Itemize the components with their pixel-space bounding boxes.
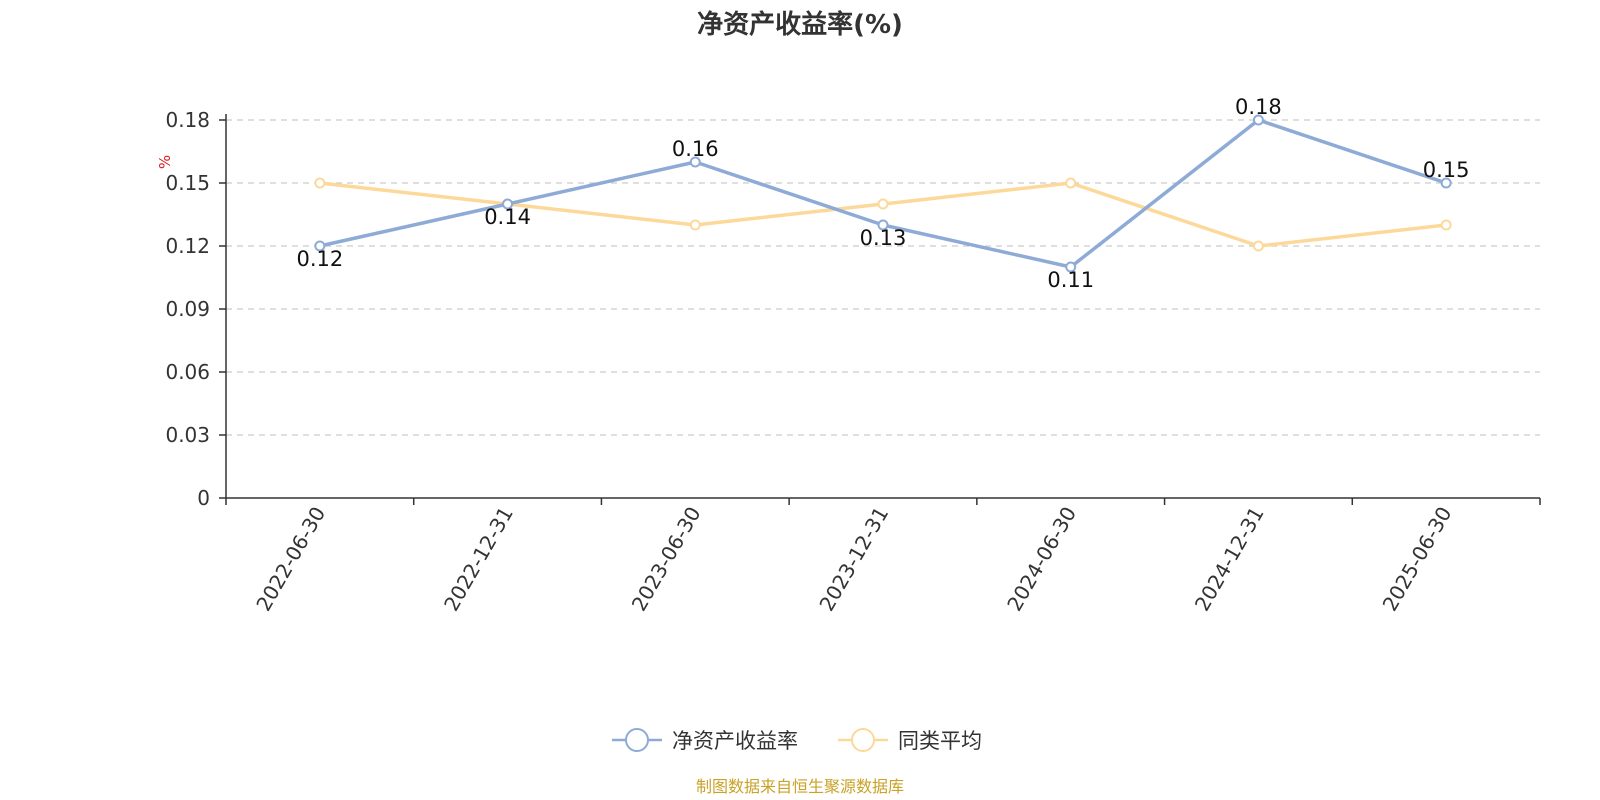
data-point-roe[interactable] [502, 198, 514, 210]
grid-lines [226, 119, 1540, 436]
data-point-roe[interactable] [877, 219, 889, 231]
y-tick-label: 0.03 [165, 423, 210, 447]
legend-item-peer-average[interactable]: 同类平均 [838, 728, 982, 753]
data-point-roe[interactable] [689, 156, 701, 168]
data-point-peer-average[interactable] [877, 198, 889, 210]
series-lines [314, 114, 1452, 273]
data-point-peer-average[interactable] [1440, 219, 1452, 231]
data-source-note: 制图数据来自恒生聚源数据库 [696, 777, 904, 796]
x-tick-label: 2023-12-31 [814, 503, 893, 616]
y-axis-unit: % [156, 155, 174, 169]
legend-circle-icon [851, 728, 875, 752]
data-label: 0.14 [484, 205, 531, 229]
x-tick-label: 2022-06-30 [251, 503, 330, 616]
y-tick-label: 0.12 [165, 234, 210, 258]
data-label: 0.15 [1423, 158, 1470, 182]
data-point-peer-average[interactable] [689, 219, 701, 231]
data-labels: 0.12 0.14 0.16 0.13 0.11 0.18 0.15 [296, 95, 1469, 292]
data-point-roe[interactable] [1252, 114, 1264, 126]
data-point-peer-average[interactable] [1252, 240, 1264, 252]
x-tick-label: 2022-12-31 [439, 503, 518, 616]
data-label: 0.18 [1235, 95, 1282, 119]
x-tick-label: 2025-06-30 [1378, 503, 1457, 616]
data-label: 0.16 [672, 137, 719, 161]
x-tick-label: 2024-06-30 [1002, 503, 1081, 616]
y-tick-label: 0.18 [165, 108, 210, 132]
x-tick-label: 2023-06-30 [627, 503, 706, 616]
legend-circle-icon [625, 728, 649, 752]
y-tick-label: 0.09 [165, 297, 210, 321]
x-tick-label: 2024-12-31 [1190, 503, 1269, 616]
legend-item-roe[interactable]: 净资产收益率 [612, 728, 798, 753]
data-point-peer-average[interactable] [314, 177, 326, 189]
legend-label: 净资产收益率 [672, 729, 798, 753]
chart-title: 净资产收益率(%) [697, 9, 903, 40]
y-tick-label: 0.06 [165, 360, 210, 384]
y-tick-label: 0.15 [165, 171, 210, 195]
y-tick-label: 0 [197, 486, 210, 510]
data-point-roe[interactable] [314, 240, 326, 252]
data-point-roe[interactable] [1065, 261, 1077, 273]
data-label: 0.11 [1047, 268, 1094, 292]
data-label: 0.12 [296, 247, 343, 271]
legend-label: 同类平均 [898, 729, 982, 753]
data-point-peer-average[interactable] [1065, 177, 1077, 189]
axes: 0 0.03 0.06 0.09 0.12 0.15 0.18 2022-06-30 2022-… [165, 108, 1541, 616]
legend: 净资产收益率 同类平均 [612, 728, 982, 753]
data-point-roe[interactable] [1440, 177, 1452, 189]
data-label: 0.13 [860, 226, 907, 250]
